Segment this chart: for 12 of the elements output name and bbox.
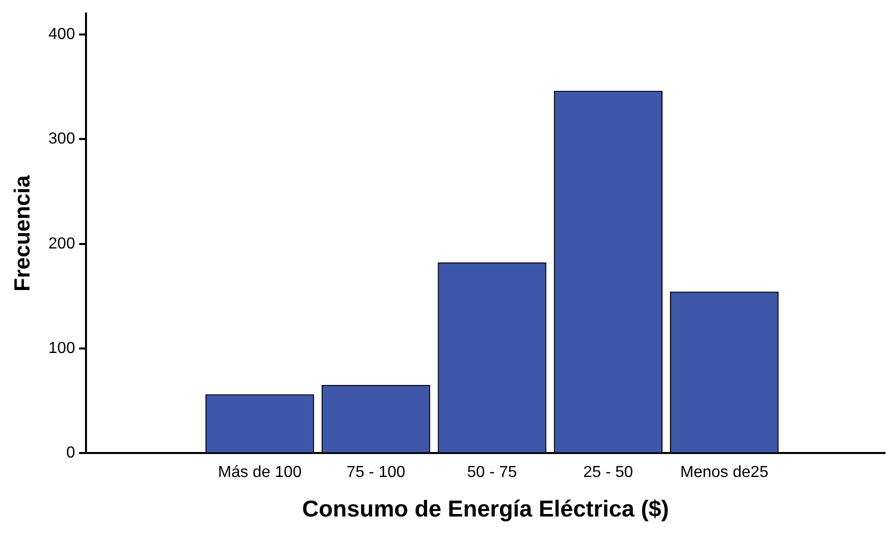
y-tick-label: 400: [48, 26, 76, 43]
y-tick-label: 0: [66, 444, 76, 462]
x-tick-label: 50 - 75: [467, 464, 518, 482]
x-axis-title: Consumo de Energía Eléctrica ($): [302, 496, 669, 522]
y-axis-title: Frecuencia: [9, 174, 34, 292]
y-tick-label: 200: [48, 235, 76, 252]
x-tick-label: 25 - 50: [583, 464, 634, 482]
y-tick-label: 100: [48, 340, 76, 357]
x-tick-label: 75 - 100: [346, 464, 406, 482]
x-tick-label: Más de 100: [218, 464, 302, 482]
x-tick-label: Menos de25: [680, 464, 768, 482]
y-tick-label: 300: [48, 130, 76, 148]
